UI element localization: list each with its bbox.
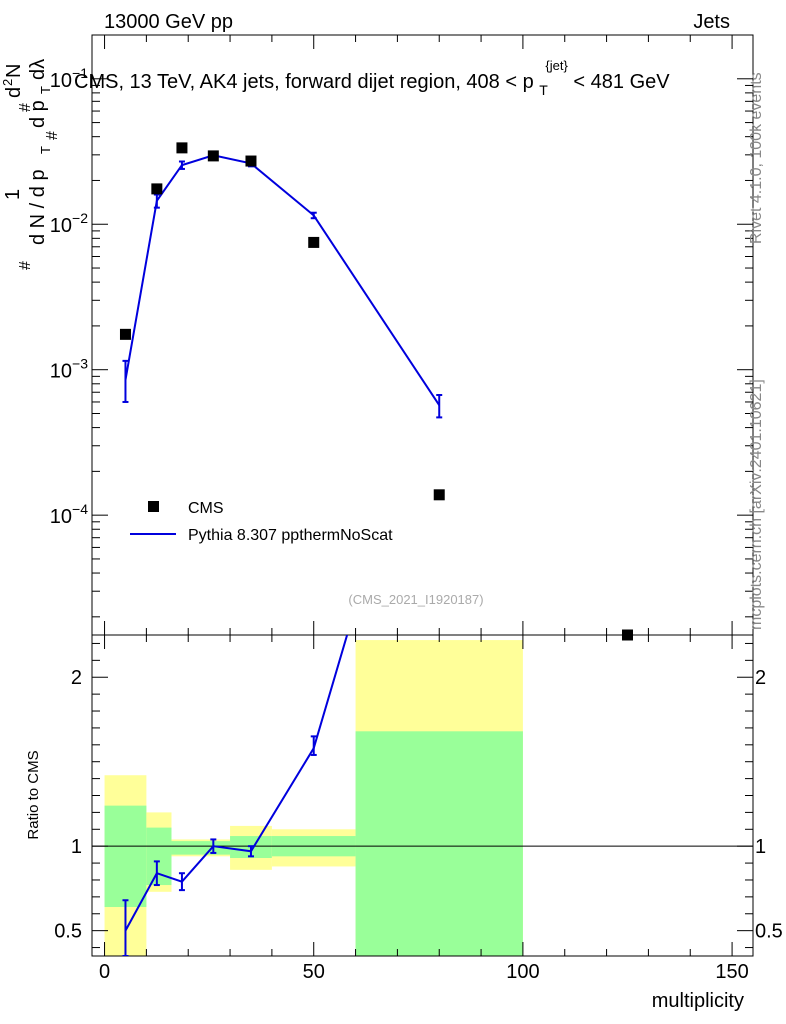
ratio-band-inner (355, 731, 523, 956)
ratio-y-tick-label-right: 2 (755, 667, 766, 689)
main-y-tick-label: 10−2 (50, 210, 88, 237)
ratio-x-tick-label: 150 (715, 961, 748, 983)
ylabel-d2-sub: T (38, 86, 53, 94)
ratio-x-tick-label: 50 (303, 961, 325, 983)
rivet-version-label: Rivet 4.1.0, 100k events (748, 72, 765, 244)
ratio-clipped-marks (122, 635, 349, 956)
ratio-y-tick-label-right: 1 (755, 836, 766, 858)
ratio-band-inner (104, 805, 147, 908)
cms-data-point (176, 142, 188, 154)
ylabel-hash-3: # (17, 103, 34, 112)
ratio-band-inner (171, 841, 231, 855)
main-y-axis-label: 1 # d N / d p T # d 2 N # d p T dλ (0, 59, 61, 270)
title-sup: {jet} (545, 58, 568, 73)
title-end: < 481 GeV (573, 71, 670, 93)
main-axis-ticks: 10−1 10−2 10−3 10−4 (50, 34, 753, 635)
legend: CMS Pythia 8.307 ppthermNoScat (130, 500, 393, 544)
ylabel-d-numerator: d (3, 87, 25, 98)
ratio-y-axis-label: Ratio to CMS (25, 750, 42, 839)
main-y-tick-label: 10−3 (50, 356, 88, 383)
legend-pythia-label: Pythia 8.307 ppthermNoScat (188, 527, 393, 544)
ylabel-power-two: 2 (0, 79, 15, 86)
ylabel-hash-1: # (17, 261, 34, 270)
ylabel-denominator: d N / d p (27, 169, 49, 245)
ylabel-hash-2: # (44, 131, 61, 140)
main-series (119, 142, 633, 641)
main-panel: 10−1 10−2 10−3 10−4 CMS, 13 TeV, AK4 jets, … (0, 34, 754, 641)
cms-data-point (245, 155, 257, 167)
cms-data-point (151, 183, 163, 195)
main-y-tick-label: 10−4 (50, 501, 88, 528)
cms-data-point (119, 328, 131, 340)
title-p: p (523, 71, 534, 93)
main-plot-frame (91, 34, 754, 636)
ratio-band-inner (146, 827, 172, 886)
ratio-y-tick-label: 2 (71, 667, 82, 689)
pythia-line (124, 154, 441, 406)
cms-data-point (308, 236, 320, 248)
ratio-y-tick-label: 0.5 (54, 921, 82, 943)
legend-cms-marker (148, 501, 159, 512)
ylabel-n-numerator: N (3, 64, 25, 78)
ratio-axis-ticks: 0 50 100 150 0.5 0.5 1 1 2 2 (54, 635, 783, 983)
ylabel-denominator-sub: T (38, 146, 53, 154)
legend-cms-label: CMS (188, 500, 224, 517)
ratio-x-tick-label: 0 (99, 961, 110, 983)
ratio-y-tick-label: 1 (71, 836, 82, 858)
ratio-series (122, 635, 349, 956)
cms-data-point (207, 150, 219, 162)
title-main: CMS, 13 TeV, AK4 jets, forward dijet reg… (74, 71, 517, 93)
ylabel-one: 1 (2, 189, 24, 200)
ratio-uncertainty-bands (104, 640, 523, 956)
ratio-y-tick-label-right: 0.5 (755, 921, 783, 943)
analysis-watermark: (CMS_2021_I1920187) (348, 592, 483, 607)
header-left: 13000 GeV pp (104, 11, 233, 33)
header-right: Jets (693, 11, 730, 33)
plot-title: CMS, 13 TeV, AK4 jets, forward dijet reg… (74, 53, 670, 100)
cms-data-point (433, 489, 445, 501)
main-y-tick-label: 10−1 (50, 65, 88, 92)
mcplots-source-label: mcplots.cern.ch [arXiv:2401.10621] (748, 379, 765, 630)
ylabel-dlambda: dλ (27, 59, 49, 80)
ratio-x-tick-label: 100 (506, 961, 539, 983)
x-axis-label: multiplicity (652, 990, 744, 1012)
ylabel-d2-denominator: d p (27, 100, 49, 128)
ratio-panel: 0 50 100 150 0.5 0.5 1 1 2 2 Ratio to CMS multipl… (25, 634, 783, 1012)
title-sub: T (539, 82, 548, 98)
